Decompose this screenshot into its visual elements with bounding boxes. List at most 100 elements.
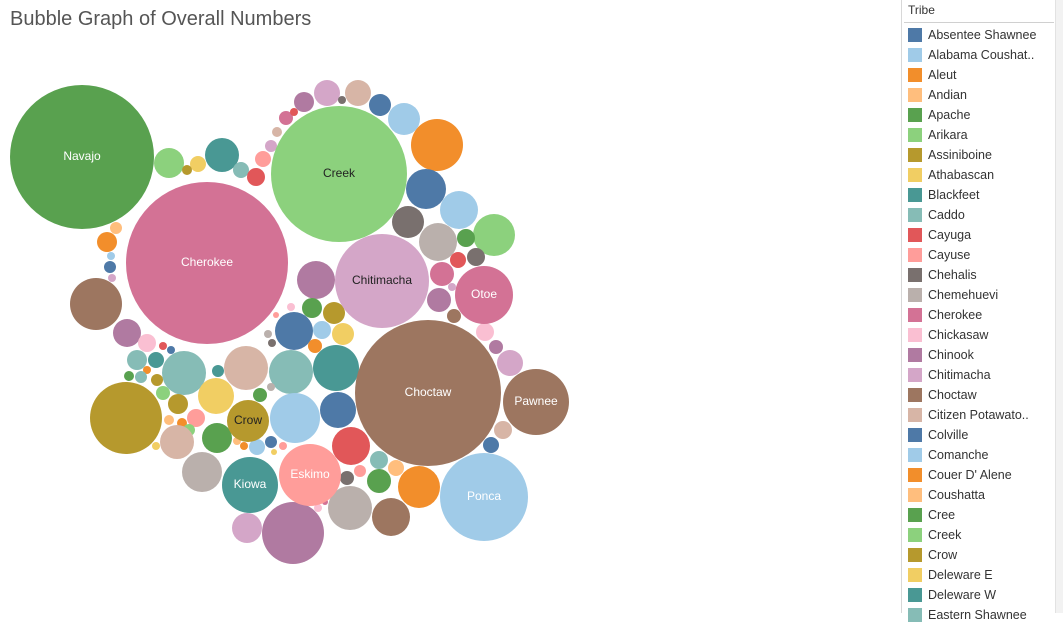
legend-item[interactable]: Crow (908, 545, 1054, 565)
legend-item[interactable]: Cherokee (908, 305, 1054, 325)
bubble-small[interactable] (162, 351, 206, 395)
bubble-small[interactable] (370, 451, 388, 469)
legend-item[interactable]: Choctaw (908, 385, 1054, 405)
bubble-small[interactable] (457, 229, 475, 247)
bubble-small[interactable] (419, 223, 457, 261)
bubble-small[interactable] (392, 206, 424, 238)
bubble-small[interactable] (323, 302, 345, 324)
bubble-small[interactable] (232, 513, 262, 543)
bubble-small[interactable] (297, 261, 335, 299)
bubble-cherokee[interactable] (126, 182, 288, 344)
bubble-small[interactable] (279, 442, 287, 450)
bubble-small[interactable] (430, 262, 454, 286)
bubble-small[interactable] (313, 345, 359, 391)
bubble-small[interactable] (90, 382, 162, 454)
legend-item[interactable]: Cayuse (908, 245, 1054, 265)
bubble-small[interactable] (212, 365, 224, 377)
bubble-eskimo[interactable] (279, 444, 341, 506)
bubble-small[interactable] (440, 191, 478, 229)
bubble-small[interactable] (247, 168, 265, 186)
bubble-small[interactable] (313, 321, 331, 339)
legend-item[interactable]: Athabascan (908, 165, 1054, 185)
bubble-small[interactable] (267, 383, 275, 391)
bubble-kiowa[interactable] (222, 457, 278, 513)
bubble-creek[interactable] (271, 106, 407, 242)
bubble-small[interactable] (279, 111, 293, 125)
bubble-small[interactable] (369, 94, 391, 116)
bubble-small[interactable] (275, 312, 313, 350)
bubble-small[interactable] (448, 283, 456, 291)
bubble-crow[interactable] (227, 400, 269, 442)
bubble-small[interactable] (205, 138, 239, 172)
bubble-small[interactable] (411, 119, 463, 171)
legend-item[interactable]: Absentee Shawnee (908, 25, 1054, 45)
bubble-small[interactable] (354, 465, 366, 477)
bubble-small[interactable] (107, 252, 115, 260)
bubble-small[interactable] (154, 148, 184, 178)
bubble-small[interactable] (473, 214, 515, 256)
bubble-small[interactable] (340, 471, 354, 485)
legend-item[interactable]: Apache (908, 105, 1054, 125)
bubble-small[interactable] (320, 392, 356, 428)
legend-item[interactable]: Arikara (908, 125, 1054, 145)
bubble-small[interactable] (124, 371, 134, 381)
bubble-pawnee[interactable] (503, 369, 569, 435)
bubble-small[interactable] (338, 96, 346, 104)
bubble-small[interactable] (182, 165, 192, 175)
bubble-small[interactable] (290, 108, 298, 116)
legend-item[interactable]: Chitimacha (908, 365, 1054, 385)
bubble-small[interactable] (143, 366, 151, 374)
bubble-small[interactable] (113, 319, 141, 347)
legend-item[interactable]: Andian (908, 85, 1054, 105)
legend-item[interactable]: Cayuga (908, 225, 1054, 245)
legend-item[interactable]: Creek (908, 525, 1054, 545)
bubble-navajo[interactable] (10, 85, 154, 229)
bubble-small[interactable] (388, 103, 420, 135)
legend-item[interactable]: Deleware W (908, 585, 1054, 605)
legend-item[interactable]: Cree (908, 505, 1054, 525)
bubble-small[interactable] (164, 415, 174, 425)
bubble-small[interactable] (198, 378, 234, 414)
bubble-small[interactable] (253, 388, 267, 402)
bubble-small[interactable] (202, 423, 232, 453)
bubble-small[interactable] (168, 394, 188, 414)
bubble-small[interactable] (467, 248, 485, 266)
bubble-small[interactable] (159, 342, 167, 350)
bubble-otoe[interactable] (455, 266, 513, 324)
legend-item[interactable]: Assiniboine (908, 145, 1054, 165)
bubble-small[interactable] (151, 374, 163, 386)
legend-item[interactable]: Comanche (908, 445, 1054, 465)
bubble-small[interactable] (135, 371, 147, 383)
bubble-small[interactable] (287, 303, 295, 311)
bubble-small[interactable] (314, 80, 340, 106)
bubble-small[interactable] (314, 504, 322, 512)
legend-item[interactable]: Citizen Potawato.. (908, 405, 1054, 425)
bubble-small[interactable] (447, 309, 461, 323)
bubble-small[interactable] (182, 452, 222, 492)
bubble-small[interactable] (167, 346, 175, 354)
legend-item[interactable]: Eastern Shawnee (908, 605, 1054, 625)
bubble-small[interactable] (255, 151, 271, 167)
bubble-small[interactable] (367, 469, 391, 493)
legend-item[interactable]: Blackfeet (908, 185, 1054, 205)
bubble-choctaw[interactable] (355, 320, 501, 466)
bubble-small[interactable] (108, 274, 116, 282)
bubble-small[interactable] (406, 169, 446, 209)
bubble-small[interactable] (494, 421, 512, 439)
legend-item[interactable]: Chickasaw (908, 325, 1054, 345)
legend-scrollbar[interactable] (1055, 0, 1063, 613)
bubble-small[interactable] (332, 323, 354, 345)
bubble-small[interactable] (302, 298, 322, 318)
bubble-small[interactable] (249, 439, 265, 455)
bubble-small[interactable] (224, 346, 268, 390)
bubble-small[interactable] (483, 437, 499, 453)
bubble-small[interactable] (265, 140, 277, 152)
bubble-small[interactable] (489, 340, 503, 354)
bubble-small[interactable] (272, 127, 282, 137)
bubble-small[interactable] (388, 460, 404, 476)
bubble-small[interactable] (138, 334, 156, 352)
legend-item[interactable]: Chehalis (908, 265, 1054, 285)
bubble-small[interactable] (345, 80, 371, 106)
bubble-small[interactable] (104, 261, 116, 273)
bubble-small[interactable] (265, 436, 277, 448)
